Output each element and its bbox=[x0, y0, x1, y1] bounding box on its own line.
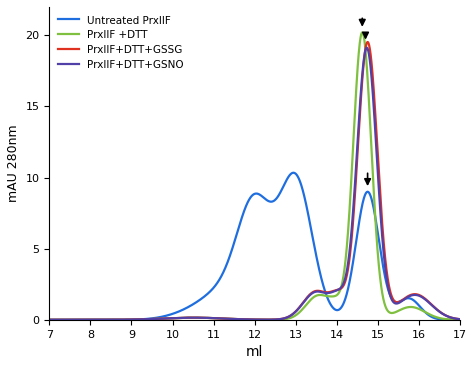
Untreated PrxIIF bbox=[235, 227, 241, 232]
X-axis label: ml: ml bbox=[246, 345, 264, 359]
Untreated PrxIIF bbox=[46, 318, 52, 322]
PrxIIF+DTT+GSNO bbox=[246, 317, 252, 322]
PrxIIF +DTT bbox=[235, 317, 241, 321]
PrxIIF+DTT+GSSG bbox=[457, 317, 463, 321]
Line: PrxIIF+DTT+GSNO: PrxIIF+DTT+GSNO bbox=[49, 48, 460, 320]
Line: Untreated PrxIIF: Untreated PrxIIF bbox=[49, 173, 460, 320]
Untreated PrxIIF bbox=[457, 318, 463, 322]
Y-axis label: mAU 280nm: mAU 280nm bbox=[7, 124, 20, 202]
Legend: Untreated PrxIIF, PrxIIF +DTT, PrxIIF+DTT+GSSG, PrxIIF+DTT+GSNO: Untreated PrxIIF, PrxIIF +DTT, PrxIIF+DT… bbox=[55, 12, 187, 73]
Untreated PrxIIF bbox=[370, 202, 376, 207]
PrxIIF +DTT bbox=[359, 30, 365, 35]
PrxIIF+DTT+GSSG bbox=[446, 314, 451, 319]
Line: PrxIIF +DTT: PrxIIF +DTT bbox=[49, 33, 460, 320]
Untreated PrxIIF bbox=[67, 318, 73, 322]
PrxIIF+DTT+GSNO bbox=[370, 93, 376, 97]
PrxIIF+DTT+GSNO bbox=[457, 317, 463, 321]
PrxIIF +DTT bbox=[46, 318, 52, 322]
PrxIIF+DTT+GSNO bbox=[46, 318, 52, 322]
PrxIIF+DTT+GSSG bbox=[365, 40, 370, 44]
PrxIIF+DTT+GSNO bbox=[364, 46, 370, 50]
PrxIIF+DTT+GSNO bbox=[445, 314, 451, 319]
PrxIIF+DTT+GSSG bbox=[445, 314, 451, 319]
PrxIIF+DTT+GSSG bbox=[370, 76, 376, 81]
PrxIIF+DTT+GSSG bbox=[67, 318, 73, 322]
PrxIIF +DTT bbox=[445, 317, 451, 322]
PrxIIF +DTT bbox=[67, 318, 73, 322]
Line: PrxIIF+DTT+GSSG: PrxIIF+DTT+GSSG bbox=[49, 42, 460, 320]
Untreated PrxIIF bbox=[446, 318, 451, 322]
PrxIIF +DTT bbox=[246, 317, 252, 322]
PrxIIF +DTT bbox=[370, 173, 376, 178]
PrxIIF+DTT+GSSG bbox=[235, 317, 241, 321]
Untreated PrxIIF bbox=[291, 171, 296, 175]
PrxIIF+DTT+GSNO bbox=[67, 318, 73, 322]
PrxIIF +DTT bbox=[457, 318, 463, 322]
PrxIIF+DTT+GSNO bbox=[446, 314, 451, 319]
PrxIIF+DTT+GSSG bbox=[246, 317, 252, 322]
PrxIIF+DTT+GSSG bbox=[46, 318, 52, 322]
Untreated PrxIIF bbox=[445, 318, 451, 322]
Untreated PrxIIF bbox=[246, 198, 252, 202]
PrxIIF +DTT bbox=[446, 317, 451, 322]
PrxIIF+DTT+GSNO bbox=[235, 317, 241, 321]
